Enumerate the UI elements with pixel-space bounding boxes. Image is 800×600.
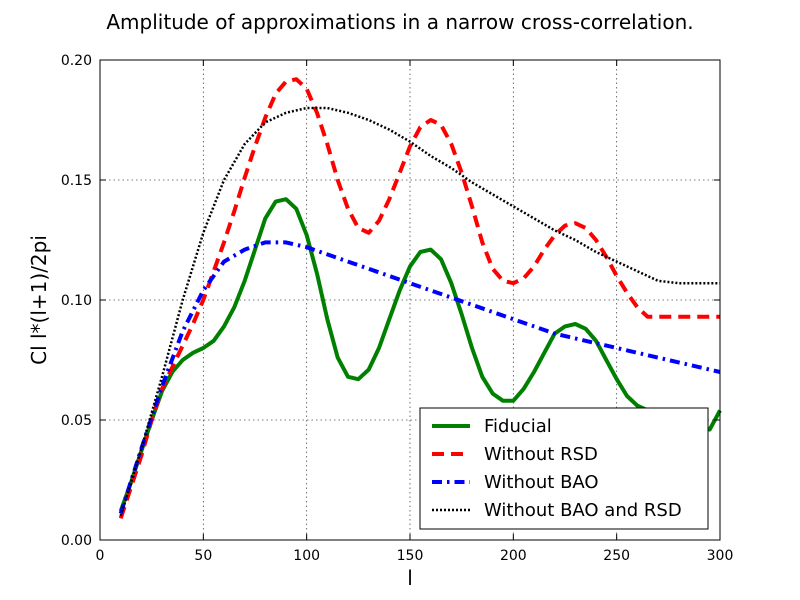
legend-label: Fiducial [484,416,552,437]
y-tick-label: 0.15 [61,173,92,189]
x-tick-label: 300 [707,548,734,564]
legend-label: Without BAO and RSD [484,500,682,521]
series-layer [118,77,722,520]
tick-labels: 0 50 100 150 200 250 300 0.00 0.05 0.10 0.15 0.20 [61,53,734,564]
legend: Fiducial Without RSD Without BAO Without BA… [419,407,709,530]
x-tick-label: 200 [500,548,527,564]
legend-label: Without BAO [484,472,599,493]
x-tick-label: 150 [397,548,424,564]
x-tick-label: 0 [96,548,105,564]
legend-label: Without RSD [484,444,598,465]
x-tick-label: 50 [194,548,212,564]
x-tick-label: 250 [603,548,630,564]
chart-title: Amplitude of approximations in a narrow … [106,10,693,34]
series-line-fiducial [118,197,722,512]
y-tick-label: 0.10 [61,293,92,309]
ticks [99,59,721,541]
series-line-without-bao-and-rsd [119,106,720,517]
y-tick-label: 0.00 [61,533,92,549]
x-tick-label: 100 [293,548,320,564]
y-axis-label: Cl l*(l+1)/2pi [27,235,51,365]
series-line-without-rsd [118,77,720,520]
y-tick-label: 0.05 [61,413,92,429]
x-axis-label: l [407,566,413,590]
y-tick-label: 0.20 [61,53,92,69]
series-line-without-bao [118,240,721,515]
